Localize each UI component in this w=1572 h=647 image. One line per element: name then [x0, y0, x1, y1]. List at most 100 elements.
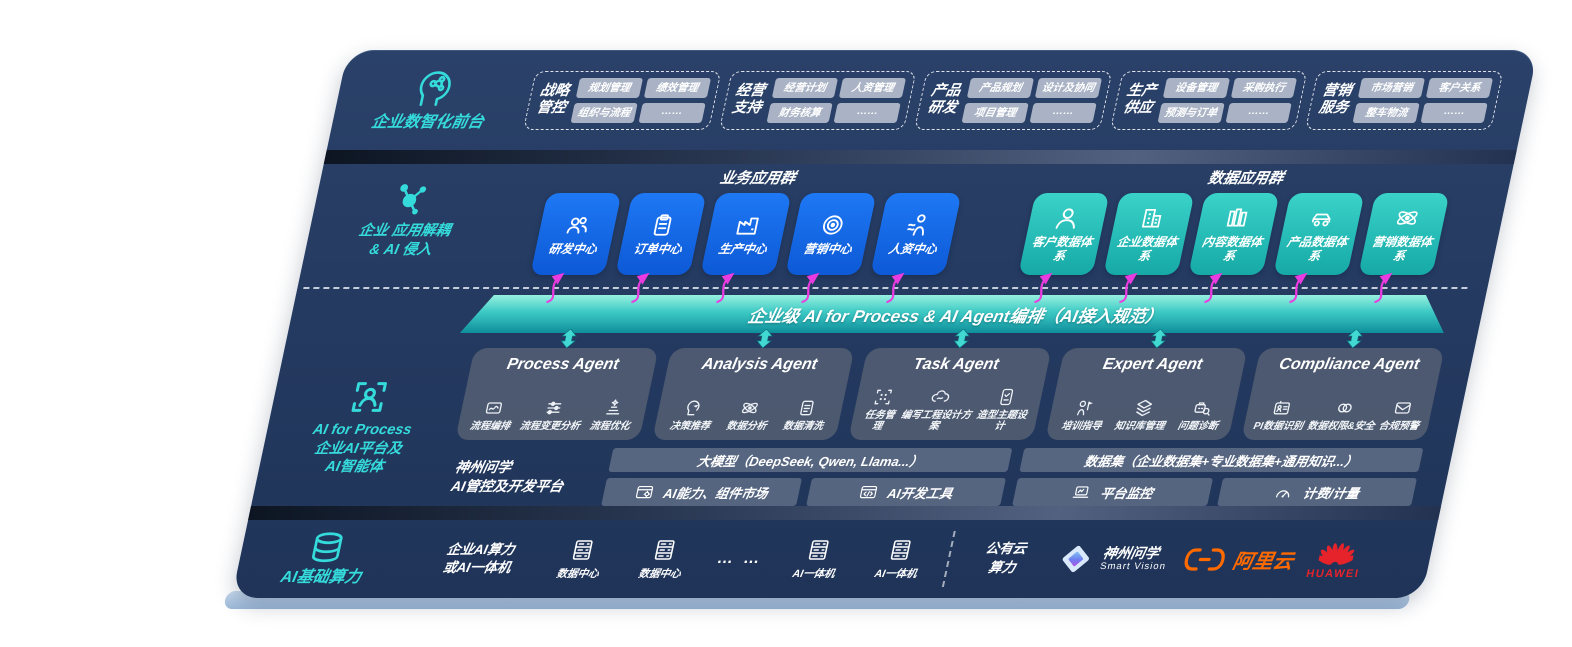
chip: 预测与订单 — [1157, 102, 1225, 123]
ai-platform-label: AI for Process 企业AI平台及 AI智能体 — [311, 421, 414, 476]
app-tile-rnd-center: 研发中心 — [530, 193, 622, 304]
data-app-group: 数据应用群 客户数据体系 企业数据体系 — [1018, 164, 1456, 304]
group-operation-support: 经营 支持 经营计划 人资管理 财务核算 …… — [718, 70, 917, 130]
shelf-ridge — [323, 150, 1517, 164]
chip: 设备管理 — [1162, 77, 1230, 98]
capability: 数据权限&安全 — [1306, 398, 1380, 432]
capability: 流程优化 — [588, 398, 635, 432]
flow-arrow — [1289, 272, 1308, 304]
head-circuit-icon — [410, 67, 461, 109]
datasets-bar: 数据集（企业数据集+专业数据集+通用知识...） — [1019, 448, 1424, 472]
factory-icon — [732, 212, 764, 238]
flow-arrow — [1374, 272, 1393, 304]
chip: 绩效管理 — [643, 77, 711, 98]
chip: 设计及协同 — [1034, 77, 1102, 98]
huawei-logo — [1317, 543, 1358, 565]
capability: 流程编排 — [469, 398, 516, 432]
capability: 造型主题设计 — [971, 387, 1035, 432]
front-office-groups: 战略 管控 规划管理 绩效管理 组织与流程 …… 经营 支持 经营计划 人资管理 — [519, 50, 1508, 150]
cell-ai-dev-tools: AI开发工具 — [805, 478, 1007, 506]
app-tile-production-center: 生产中心 — [700, 193, 792, 304]
gauge-icon — [1272, 483, 1295, 502]
exchange-arrow-icon — [1346, 329, 1364, 348]
front-office-label-block: 企业数智化前台 — [327, 50, 538, 150]
compute-label-block: AI基础算力 — [234, 530, 416, 589]
exchange-arrow-icon — [1149, 329, 1167, 348]
chip: 市场营销 — [1358, 77, 1426, 98]
data-group-title: 数据应用群 — [1206, 170, 1285, 187]
capability: 流程变更分析 — [519, 398, 586, 432]
capability: PI数据识别 — [1252, 398, 1309, 432]
data-tile-content: 内容数据体系 — [1188, 193, 1280, 304]
app-tile-hr-center: 人资中心 — [870, 193, 962, 304]
group-production-supply: 生产 供应 设备管理 采购执行 预测与订单 …… — [1109, 70, 1309, 130]
exchange-arrow-icon — [953, 329, 970, 348]
capability: 知识库管理 — [1113, 398, 1170, 432]
building-icon — [1137, 205, 1169, 231]
capability: 问题诊断 — [1177, 398, 1224, 432]
atom-icon — [738, 398, 762, 418]
chip: 经营计划 — [771, 77, 839, 98]
flow-arrow — [886, 272, 905, 304]
vendor-smart-vision: 神州问学 Smart Vision — [1054, 541, 1171, 577]
chip: 组织与流程 — [570, 102, 638, 123]
tablet-check-icon — [994, 387, 1018, 407]
vendor-aliyun: 阿里云 — [1180, 545, 1296, 574]
data-tile-enterprise: 企业数据体系 — [1103, 193, 1195, 304]
person-icon — [1052, 205, 1084, 231]
app-tile-order-center: 订单中心 — [615, 193, 707, 304]
public-cloud-label: 公有云 算力 — [984, 541, 1028, 575]
group-title: 生产 供应 — [1121, 82, 1158, 116]
models-bar: 大模型（DeepSeek, Qwen, Llama...） — [608, 448, 1013, 472]
platform-name: 神州问学 AI管控及开发平台 — [449, 459, 566, 494]
agent-box-analysis: Analysis Agent 决策推荐 数据分析 数据清洗 — [651, 329, 855, 440]
group-title: 经营 支持 — [730, 82, 767, 116]
cloud-icon — [928, 387, 952, 407]
capability: 合规预警 — [1378, 398, 1425, 432]
group-title: 营销 服务 — [1317, 82, 1354, 116]
models-column: 大模型（DeepSeek, Qwen, Llama...） AI能力、组件市场 … — [601, 448, 1013, 506]
data-tile-product: 产品数据体系 — [1273, 193, 1365, 304]
atom-icon — [1392, 205, 1424, 231]
server-icon — [650, 538, 679, 562]
front-office-band: 企业数智化前台 战略 管控 规划管理 绩效管理 组织与流程 …… 经营 支持 — [327, 50, 1538, 150]
capability: 培训指导 — [1060, 398, 1107, 432]
agent-box-expert: Expert Agent 培训指导 知识库管理 问题诊断 — [1044, 329, 1249, 440]
front-office-label: 企业数智化前台 — [369, 113, 486, 131]
business-app-group: 业务应用群 研发中心 订单中心 — [530, 164, 968, 304]
application-band: 企业 应用解耦 & AI 侵入 业务应用群 研发中心 — [300, 164, 1514, 304]
task-grid-icon — [871, 387, 895, 407]
link-rings-icon — [1333, 398, 1357, 418]
flow-box-icon — [482, 398, 506, 418]
chip: 产品规划 — [967, 77, 1035, 98]
capability: 编写工程设计方案 — [896, 387, 978, 432]
server-icon — [886, 538, 915, 562]
app-tile-marketing-center: 营销中心 — [785, 193, 877, 304]
layers-icon — [1131, 398, 1155, 418]
agent-box-process: Process Agent 流程编排 流程变更分析 流程优化 — [455, 329, 659, 440]
molecule-icon — [388, 180, 434, 218]
clipboard-icon — [647, 212, 679, 238]
chip: 人资管理 — [839, 77, 907, 98]
compute-node-ai-appliance: AI一体机 — [779, 538, 854, 581]
app-layer-label: 企业 应用解耦 & AI 侵入 — [357, 223, 452, 258]
chip: …… — [833, 102, 902, 123]
cell-ai-capability-market: AI能力、组件市场 — [601, 478, 802, 506]
chip: 整车物流 — [1352, 102, 1421, 123]
agent-box-task: Task Agent 任务管理 编写工程设计方案 造型主题设计 — [848, 329, 1052, 440]
chip: 规划管理 — [575, 77, 643, 98]
agent-row: Process Agent 流程编排 流程变更分析 流程优化 Analysis … — [455, 329, 1445, 440]
window-code-icon — [857, 483, 880, 502]
laptop-monitor-icon — [1070, 483, 1093, 502]
cell-platform-monitoring: 平台监控 — [1012, 478, 1213, 506]
team-icon — [562, 212, 594, 238]
capability: 决策推荐 — [669, 398, 716, 432]
flow-arrow — [631, 272, 650, 304]
ai-platform-band: AI for Process 企业AI平台及 AI智能体 Process Age… — [251, 329, 1475, 506]
compute-node-datacenter: 数据中心 — [625, 538, 700, 581]
server-icon — [568, 538, 597, 562]
group-title: 产品 研发 — [926, 82, 963, 116]
group-product-rnd: 产品 研发 产品规划 设计及协同 项目管理 …… — [914, 70, 1113, 130]
compute-band: AI基础算力 企业AI算力 或AI一体机 数据中心 数据中心 … … AI一体机 — [232, 520, 1439, 598]
